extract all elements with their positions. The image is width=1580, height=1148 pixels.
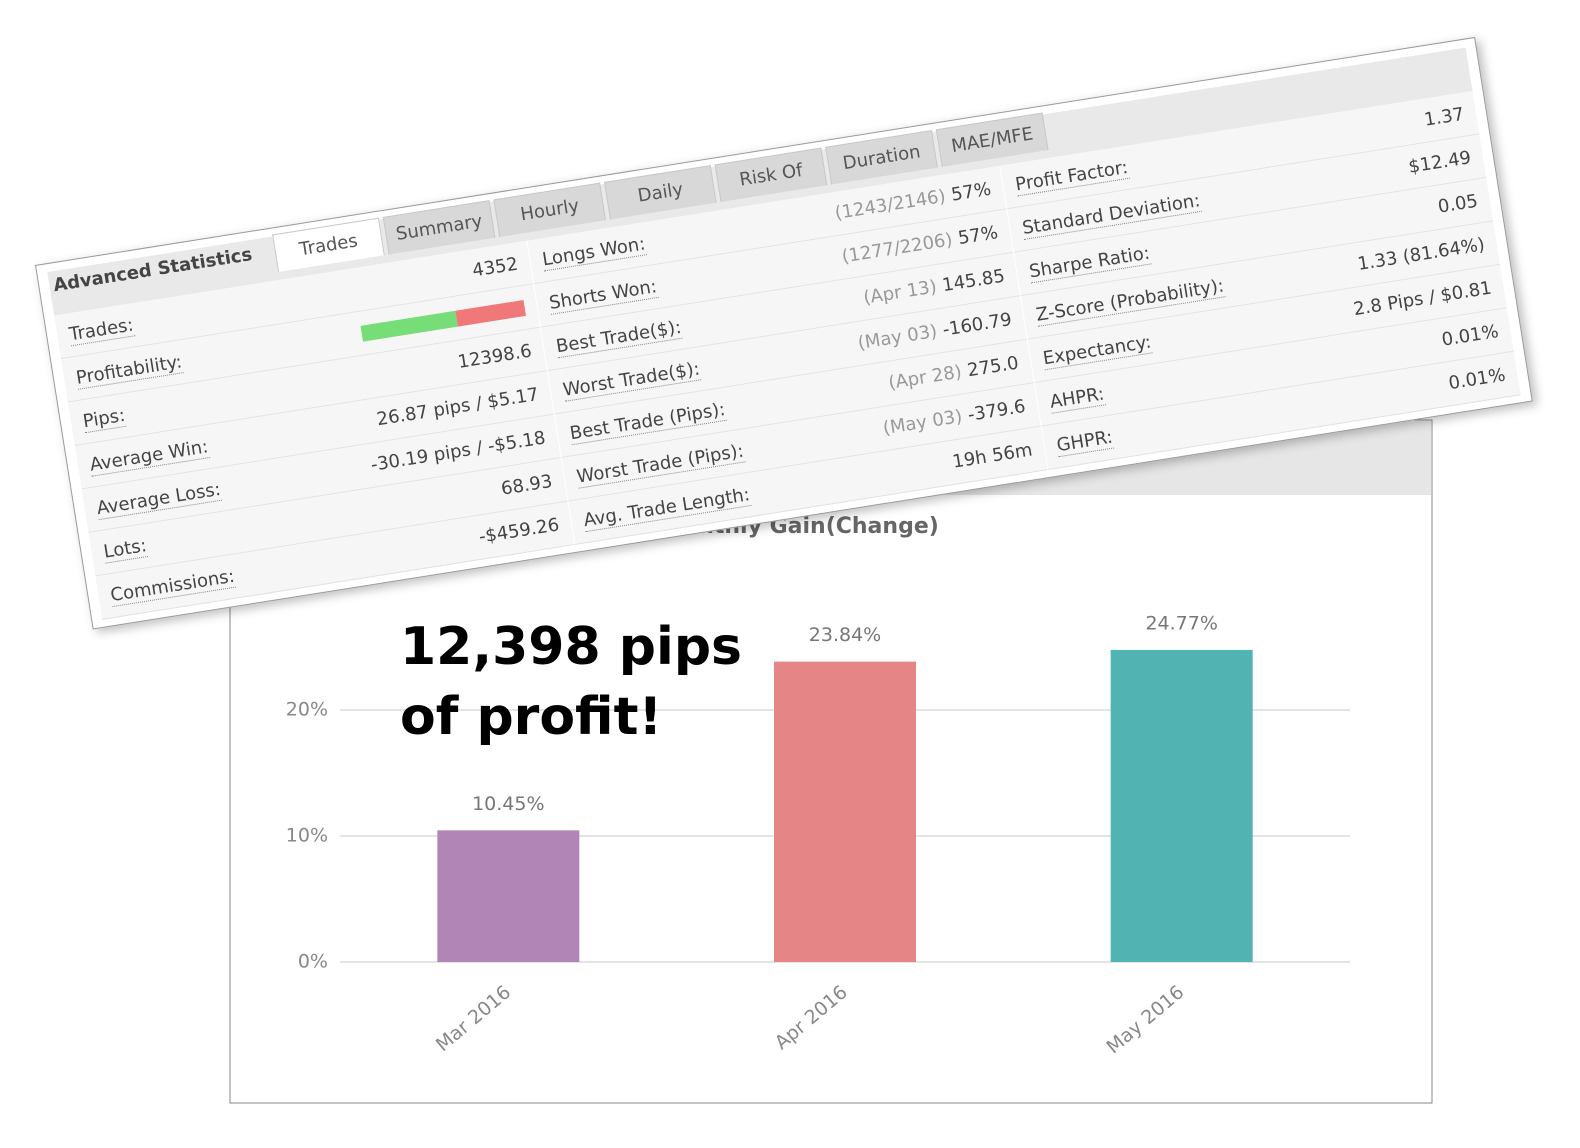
stat-note: (1243/2146) bbox=[833, 185, 948, 225]
stat-value: 0.01% bbox=[1440, 321, 1500, 351]
bar bbox=[774, 661, 916, 962]
stat-value: 12398.6 bbox=[456, 341, 533, 373]
stat-value: 4352 bbox=[471, 254, 520, 282]
stat-note: (May 03) bbox=[856, 320, 939, 355]
stat-value-text: 57% bbox=[956, 222, 1000, 250]
stat-value-text: $12.49 bbox=[1407, 147, 1473, 178]
stat-value-text: 1.37 bbox=[1422, 103, 1466, 131]
stat-label: Profit Factor: bbox=[1013, 156, 1130, 197]
stat-value: -$459.26 bbox=[477, 514, 560, 547]
stat-value-text: 57% bbox=[949, 178, 993, 206]
value-label: 24.77% bbox=[1145, 612, 1217, 634]
bar bbox=[1110, 649, 1253, 962]
stat-label: Profitability: bbox=[74, 351, 184, 390]
stat-value-text: 0.05 bbox=[1436, 190, 1480, 218]
y-tick-label: 20% bbox=[286, 699, 328, 721]
stat-value: 19h 56m bbox=[951, 439, 1034, 472]
stat-label: Longs Won: bbox=[540, 233, 647, 272]
stat-note: (Apr 28) bbox=[887, 361, 964, 394]
stat-label: Expectancy: bbox=[1041, 331, 1153, 371]
stat-value-text: -160.79 bbox=[941, 309, 1014, 341]
stat-value: 1.33 (81.64%) bbox=[1356, 234, 1486, 275]
stat-label: Sharpe Ratio: bbox=[1027, 242, 1152, 284]
y-tick-label: 0% bbox=[298, 951, 328, 973]
stat-label: Shorts Won: bbox=[547, 276, 659, 315]
stat-value-text: 68.93 bbox=[499, 470, 554, 500]
annotation: of profit! bbox=[400, 687, 662, 747]
lost-share bbox=[455, 300, 526, 327]
value-label: 10.45% bbox=[472, 793, 544, 815]
stat-label: AHPR: bbox=[1048, 383, 1106, 414]
y-tick-label: 10% bbox=[286, 825, 328, 847]
stat-label: Lots: bbox=[102, 535, 149, 564]
stat-note: (May 03) bbox=[881, 405, 964, 440]
stat-value: $12.49 bbox=[1407, 147, 1472, 178]
stat-value-text: 1.33 (81.64%) bbox=[1356, 234, 1487, 275]
stat-value: 0.05 bbox=[1437, 191, 1480, 218]
stat-label: GHPR: bbox=[1055, 426, 1115, 458]
stat-value: 0.01% bbox=[1447, 364, 1507, 394]
stat-note: (Apr 13) bbox=[861, 276, 939, 309]
stat-label: Trades: bbox=[67, 314, 136, 347]
value-label: 23.84% bbox=[809, 624, 881, 646]
stat-note: (1277/2206) bbox=[840, 229, 954, 268]
stat-label: Pips: bbox=[81, 404, 127, 434]
stat-value-text: -$459.26 bbox=[477, 514, 561, 548]
stat-value: 68.93 bbox=[500, 471, 554, 500]
stat-value-text: 0.01% bbox=[1440, 321, 1501, 351]
stat-value-text: 19h 56m bbox=[951, 439, 1034, 473]
stat-value: 1.37 bbox=[1423, 104, 1466, 131]
stat-value-text: 12398.6 bbox=[456, 340, 534, 373]
stat-value-text: 4352 bbox=[470, 253, 520, 282]
stat-label: Commissions: bbox=[109, 565, 237, 608]
stat-value-text: 0.01% bbox=[1447, 364, 1507, 395]
won-share bbox=[360, 310, 458, 342]
bar bbox=[437, 830, 580, 962]
stat-value-text: 275.0 bbox=[965, 352, 1021, 382]
stat-value-text: -379.6 bbox=[966, 395, 1027, 426]
stat-label: Average Win: bbox=[88, 436, 210, 477]
annotation: 12,398 pips bbox=[400, 617, 742, 677]
stat-value-text: 145.85 bbox=[940, 265, 1007, 297]
